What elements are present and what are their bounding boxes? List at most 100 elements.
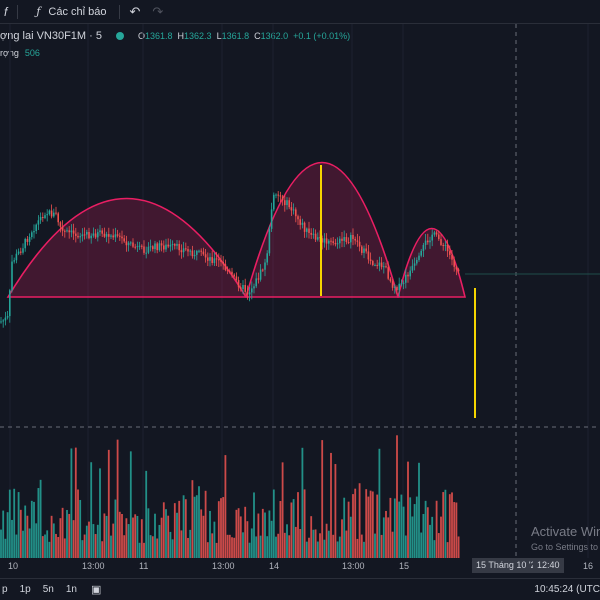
volume-bar [66, 509, 68, 558]
candle-body [209, 257, 211, 261]
volume-bar [68, 513, 71, 558]
x-tick-label: 11 [139, 561, 149, 571]
volume-label[interactable]: rợng [0, 48, 19, 58]
volume-bar [297, 492, 299, 558]
volume-bar [380, 534, 383, 558]
candle-body [391, 281, 394, 288]
volume-bar [385, 510, 387, 558]
candle-body [112, 235, 114, 238]
range-button[interactable]: 1p [19, 584, 31, 595]
candle-body [233, 274, 235, 277]
candle-body [363, 248, 365, 253]
volume-bar [213, 521, 216, 558]
volume-bar [237, 508, 240, 558]
time-axis[interactable]: 10 13:00 11 13:00 14 13:00 15 16 [0, 558, 600, 576]
candle-body [121, 236, 123, 239]
candle-body [325, 238, 328, 244]
volume-bar [154, 513, 156, 558]
ohlc-values: O1361.8 H1362.3 L1361.8 C1362.0 +0.1 (+0… [138, 31, 350, 41]
volume-bar [90, 462, 93, 558]
volume-bar [77, 489, 79, 558]
candle-body [156, 243, 158, 251]
range-button[interactable]: p [2, 584, 8, 595]
volume-bar [308, 537, 310, 558]
volume-bar [358, 483, 361, 558]
goto-date-icon[interactable]: ▣ [90, 584, 102, 596]
volume-bar [140, 519, 143, 558]
range-button[interactable]: 1n [65, 584, 77, 595]
volume-bar [391, 531, 394, 558]
candle-body [147, 246, 150, 253]
candle-body [288, 200, 290, 208]
volume-bar [11, 519, 13, 558]
candle-body [68, 230, 70, 233]
volume-bar [444, 489, 447, 558]
candle-body [400, 283, 403, 285]
candle-body [257, 278, 260, 280]
volume-bar [389, 497, 392, 558]
candle-body [431, 234, 433, 241]
volume-bar [127, 524, 130, 558]
volume-bar [83, 534, 86, 558]
volume-bar [123, 535, 126, 558]
candle-body [259, 269, 262, 280]
volume-bar [431, 516, 434, 558]
volume-bar [259, 535, 262, 558]
volume-bar [356, 538, 359, 558]
candle-body [248, 292, 251, 295]
price-chart[interactable] [0, 0, 600, 558]
x-tick-label: 13:00 [342, 561, 365, 571]
crosshair-time-label: 12:40 [533, 558, 564, 573]
volume-bar [233, 537, 236, 558]
volume-bar [50, 515, 53, 558]
volume-bar [279, 501, 282, 558]
candle-body [31, 232, 33, 238]
candle-body [171, 244, 174, 246]
volume-bar [442, 492, 445, 558]
candle-body [407, 274, 409, 277]
volume-bar [28, 528, 31, 558]
volume-bar [332, 534, 335, 558]
candle-body [70, 230, 73, 233]
candle-body [303, 222, 306, 232]
volume-bar [409, 497, 412, 558]
candle-body [94, 233, 97, 238]
fx-icon[interactable]: f [4, 4, 8, 19]
candle-body [376, 265, 378, 267]
symbol-title[interactable]: ợng lai VN30F1M · 5 [0, 30, 102, 42]
volume-bar [70, 448, 73, 558]
volume-bar [171, 539, 174, 558]
candle-body [372, 261, 374, 266]
volume-bar [195, 495, 198, 558]
range-button[interactable]: 5n [42, 584, 54, 595]
undo-icon[interactable]: ↶ [129, 3, 141, 19]
volume-bar [303, 489, 306, 558]
redo-icon[interactable]: ↷ [152, 3, 164, 19]
volume-bar [6, 512, 9, 558]
candle-body [229, 270, 231, 272]
volume-bar [396, 435, 398, 558]
volume-bar [63, 538, 66, 558]
indicators-button[interactable]: ƒ Các chỉ báo [36, 5, 106, 18]
volume-bar [162, 502, 165, 558]
volume-bar [376, 494, 379, 558]
clock-text: 10:45:24 (UTC [534, 584, 600, 595]
volume-bar [272, 489, 275, 558]
low-value: 1361.8 [221, 31, 250, 41]
volume-bar [110, 535, 112, 558]
candle-body [446, 244, 449, 252]
candle-body [453, 259, 455, 267]
volume-bar [292, 499, 295, 558]
candle-body [321, 238, 323, 243]
overlays [0, 24, 600, 558]
volume-bar [112, 523, 115, 558]
candle-body [369, 259, 372, 262]
volume-bar [367, 496, 370, 558]
volume-bar [167, 515, 170, 558]
candle-body [457, 269, 460, 272]
volume-bar [156, 538, 159, 558]
candle-body [332, 241, 334, 243]
candle-body [204, 254, 207, 258]
volume-bar [446, 542, 449, 558]
volume-bar [393, 498, 396, 558]
